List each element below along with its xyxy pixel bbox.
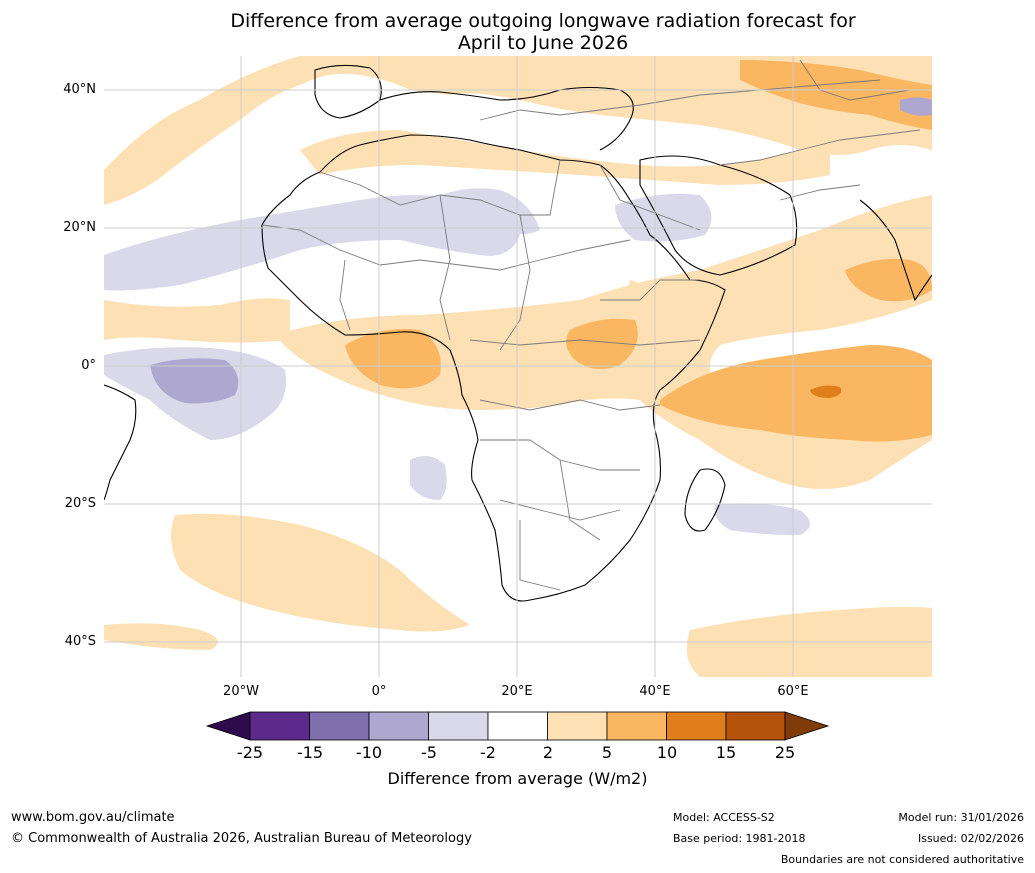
- india-coastline: [859, 199, 932, 302]
- africa-coastline: [261, 134, 726, 602]
- lon-label-20w: 20°W: [223, 684, 259, 699]
- colorbar-tick-2: 2: [542, 743, 554, 762]
- lon-label-0: 0°: [371, 684, 387, 699]
- angola-offshore-negative-patch: [410, 456, 447, 500]
- boundaries-disclaimer: Boundaries are not considered authoritat…: [780, 853, 1024, 866]
- colorbar-segment-5-to-10: [606, 711, 667, 741]
- red-sea-negative-patch: [615, 193, 712, 242]
- colorbar-segment-10-to-15: [666, 711, 727, 741]
- colorbar-tick-minus-25: -25: [236, 743, 264, 762]
- colorbar-tick-minus-10: -10: [355, 743, 383, 762]
- country-borders: [261, 59, 921, 591]
- sahara-negative-patch: [440, 188, 540, 234]
- anomaly-plus-10-to-15: [810, 385, 842, 398]
- madagascar-offshore-negative-patch: [714, 503, 810, 535]
- colorbar-tick-minus-5: -5: [421, 743, 437, 762]
- indian-ocean-positive-patch: [660, 345, 932, 442]
- south-america-coastline: [104, 384, 137, 501]
- colorbar-lower-extension: [205, 711, 251, 741]
- central-africa-positive-patch: [566, 318, 638, 369]
- lon-label-60e: 60°E: [777, 684, 809, 699]
- iberia-coastline: [314, 64, 382, 119]
- colorbar-segment-minus-2-to-2: [487, 711, 548, 741]
- colorbar-segment-minus-25-to-minus-15: [249, 711, 310, 741]
- lat-label-40s: 40°S: [64, 634, 96, 649]
- colorbar-segment-minus-15-to-minus-10: [309, 711, 370, 741]
- website-link[interactable]: www.bom.gov.au/climate: [11, 810, 175, 825]
- model-name: Model: ACCESS-S2: [673, 811, 775, 824]
- base-period: Base period: 1981-2018: [673, 832, 806, 845]
- model-run-date: Model run: 31/01/2026: [898, 811, 1024, 824]
- colorbar-tick-25: 25: [774, 743, 796, 762]
- tropical-atlantic-positive-band: [104, 298, 290, 343]
- south-atlantic-positive-band: [171, 513, 470, 632]
- colorbar-tick-10: 10: [656, 743, 678, 762]
- gulf-of-guinea-positive-patch: [345, 329, 441, 389]
- chart-title-line-1: Difference from average outgoing longwav…: [230, 10, 856, 32]
- arabian-sea-positive-patch: [845, 258, 932, 302]
- caspian-negative-patch: [900, 97, 932, 116]
- anomaly-minus-5-to-10: [150, 358, 239, 404]
- tropical-atlantic-negative-band: [104, 195, 520, 291]
- copyright-notice: © Commonwealth of Australia 2026, Austra…: [11, 831, 472, 846]
- colorbar-segment-minus-10-to-minus-5: [368, 711, 429, 741]
- lat-label-20n: 20°N: [63, 220, 96, 235]
- colorbar-tick-minus-2: -2: [480, 743, 496, 762]
- colorbar-tick-5: 5: [601, 743, 613, 762]
- madagascar-coastline: [684, 468, 726, 532]
- lat-label-equator: 0°: [81, 358, 96, 373]
- lon-label-40e: 40°E: [639, 684, 671, 699]
- colorbar-label: Difference from average (W/m2): [387, 769, 648, 788]
- colorbar-segment-2-to-5: [547, 711, 608, 741]
- lat-label-40n: 40°N: [63, 82, 96, 97]
- arabia-coastline: [639, 155, 798, 276]
- lon-label-20e: 20°E: [501, 684, 533, 699]
- issued-date: Issued: 02/02/2026: [917, 832, 1024, 845]
- southern-ocean-positive-band-west: [104, 623, 218, 650]
- lat-label-20s: 20°S: [64, 496, 96, 511]
- graticule: [104, 56, 932, 677]
- colorbar-segment-minus-5-to-minus-2: [428, 711, 489, 741]
- colorbar-upper-extension: [784, 711, 830, 741]
- mediterranean-positive-band: [300, 130, 830, 185]
- colorbar-tick-minus-15: -15: [296, 743, 324, 762]
- chart-title-line-2: April to June 2026: [457, 32, 629, 54]
- colorbar-tick-15: 15: [715, 743, 737, 762]
- colorbar-segment-15-to-25: [725, 711, 786, 741]
- chart-title: Difference from average outgoing longwav…: [0, 10, 1035, 54]
